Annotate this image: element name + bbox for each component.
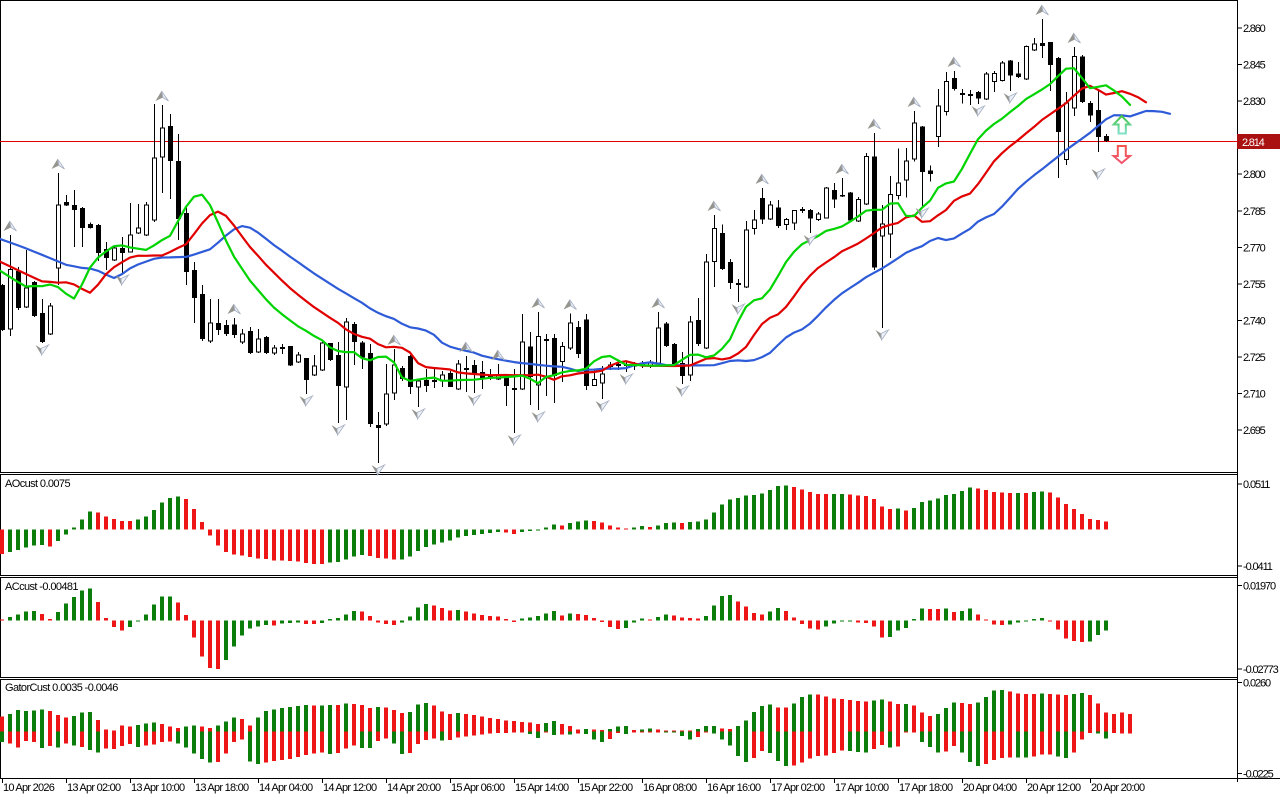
- svg-text:2.695: 2.695: [1243, 425, 1266, 437]
- svg-text:10 Apr 2026: 10 Apr 2026: [3, 782, 55, 794]
- svg-text:17 Apr 02:00: 17 Apr 02:00: [771, 782, 825, 794]
- svg-text:13 Apr 18:00: 13 Apr 18:00: [195, 782, 249, 794]
- svg-text:15 Apr 14:00: 15 Apr 14:00: [515, 782, 569, 794]
- svg-text:14 Apr 12:00: 14 Apr 12:00: [323, 782, 377, 794]
- svg-text:2.860: 2.860: [1243, 23, 1266, 35]
- svg-text:0.0511: 0.0511: [1243, 479, 1270, 491]
- svg-text:15 Apr 22:00: 15 Apr 22:00: [579, 782, 633, 794]
- svg-text:14 Apr 20:00: 14 Apr 20:00: [387, 782, 441, 794]
- svg-text:2.770: 2.770: [1243, 242, 1266, 254]
- svg-text:14 Apr 04:00: 14 Apr 04:00: [259, 782, 313, 794]
- svg-text:2.725: 2.725: [1243, 352, 1266, 364]
- svg-text:2.740: 2.740: [1243, 315, 1266, 327]
- svg-text:ACcust -0.00481: ACcust -0.00481: [5, 581, 78, 593]
- svg-text:-0.0411: -0.0411: [1243, 561, 1273, 573]
- svg-text:2.814: 2.814: [1242, 137, 1265, 149]
- svg-text:0.0260: 0.0260: [1243, 678, 1271, 690]
- svg-text:17 Apr 18:00: 17 Apr 18:00: [899, 782, 953, 794]
- svg-text:2.830: 2.830: [1243, 96, 1266, 108]
- svg-text:2.755: 2.755: [1243, 279, 1266, 291]
- svg-text:16 Apr 08:00: 16 Apr 08:00: [643, 782, 697, 794]
- svg-text:20 Apr 04:00: 20 Apr 04:00: [963, 782, 1017, 794]
- svg-text:13 Apr 02:00: 13 Apr 02:00: [67, 782, 121, 794]
- svg-text:-0.0225: -0.0225: [1243, 769, 1274, 781]
- svg-text:GatorCust 0.0035 -0.0046: GatorCust 0.0035 -0.0046: [5, 682, 118, 694]
- svg-text:20 Apr 20:00: 20 Apr 20:00: [1091, 782, 1145, 794]
- svg-text:0.01970: 0.01970: [1243, 581, 1276, 593]
- svg-text:20 Apr 12:00: 20 Apr 12:00: [1027, 782, 1081, 794]
- svg-text:-0.02773: -0.02773: [1243, 664, 1279, 676]
- svg-text:15 Apr 06:00: 15 Apr 06:00: [451, 782, 505, 794]
- svg-text:2.800: 2.800: [1243, 169, 1266, 181]
- svg-text:AOcust 0.0075: AOcust 0.0075: [5, 478, 70, 490]
- svg-text:2.785: 2.785: [1243, 206, 1266, 218]
- svg-text:2.845: 2.845: [1243, 60, 1266, 72]
- svg-text:13 Apr 10:00: 13 Apr 10:00: [131, 782, 185, 794]
- svg-text:16 Apr 16:00: 16 Apr 16:00: [707, 782, 761, 794]
- svg-text:17 Apr 10:00: 17 Apr 10:00: [835, 782, 889, 794]
- svg-text:2.710: 2.710: [1243, 389, 1266, 401]
